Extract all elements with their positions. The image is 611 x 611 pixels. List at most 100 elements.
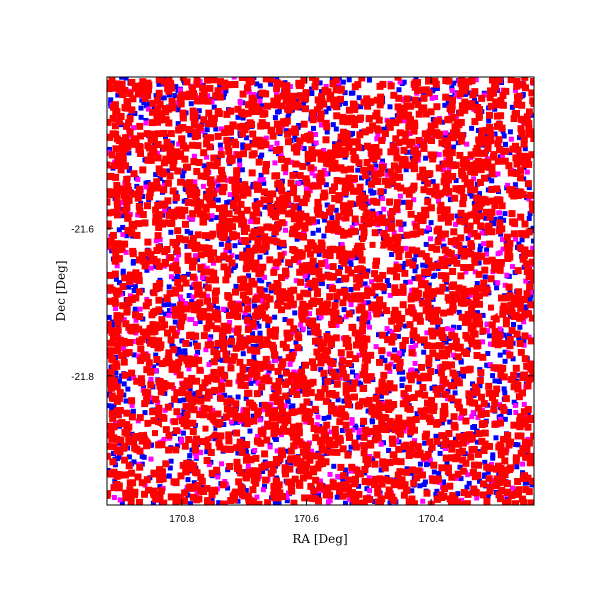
data-point xyxy=(317,239,325,247)
data-point xyxy=(204,449,210,455)
data-point xyxy=(346,351,354,359)
data-point xyxy=(259,246,266,254)
data-point xyxy=(228,337,235,345)
data-point xyxy=(197,172,205,180)
data-point xyxy=(474,281,480,286)
data-point xyxy=(359,384,367,392)
data-point xyxy=(292,160,300,168)
data-point xyxy=(494,157,502,165)
data-point xyxy=(206,374,214,382)
data-point xyxy=(434,317,442,325)
data-point xyxy=(165,119,173,127)
data-point xyxy=(237,381,245,389)
data-point xyxy=(131,352,137,358)
data-point xyxy=(203,167,211,175)
data-point xyxy=(328,407,335,415)
data-point xyxy=(506,332,512,338)
data-point xyxy=(191,480,197,486)
data-point xyxy=(513,78,521,85)
data-point xyxy=(265,323,271,328)
data-point xyxy=(523,278,529,284)
data-point xyxy=(187,132,193,138)
data-point xyxy=(141,490,148,498)
data-point xyxy=(298,322,304,328)
data-point xyxy=(438,327,446,335)
data-point xyxy=(215,305,221,311)
data-point xyxy=(411,165,419,173)
data-point xyxy=(241,296,249,303)
data-point xyxy=(215,439,223,447)
data-point xyxy=(178,439,184,445)
data-point xyxy=(402,130,410,138)
data-point xyxy=(169,104,177,112)
data-point xyxy=(304,132,312,140)
data-point xyxy=(152,395,160,403)
data-point xyxy=(107,118,112,126)
data-point xyxy=(296,181,302,186)
data-point xyxy=(207,268,215,276)
data-point xyxy=(290,403,296,409)
data-point xyxy=(131,135,139,143)
data-point xyxy=(502,349,508,355)
data-point xyxy=(148,182,156,190)
data-point xyxy=(460,489,468,497)
data-point xyxy=(414,411,420,417)
data-point xyxy=(161,259,169,267)
data-point xyxy=(424,257,432,265)
data-point xyxy=(219,215,227,223)
data-point xyxy=(217,78,224,86)
data-point xyxy=(243,407,250,415)
data-point xyxy=(492,378,498,384)
data-point xyxy=(339,113,347,121)
data-point xyxy=(204,297,211,305)
data-point xyxy=(374,136,380,142)
data-point xyxy=(145,81,153,89)
data-point xyxy=(453,436,458,442)
data-point xyxy=(485,382,493,390)
data-point xyxy=(170,346,178,354)
data-point xyxy=(227,497,235,504)
data-point xyxy=(239,366,247,374)
data-point xyxy=(160,129,168,137)
data-point xyxy=(520,250,528,258)
data-point xyxy=(260,487,266,493)
data-point xyxy=(231,77,237,80)
data-point xyxy=(454,213,460,219)
data-point xyxy=(285,259,293,267)
data-point xyxy=(136,185,143,193)
data-point xyxy=(152,495,160,503)
data-point xyxy=(107,320,112,328)
data-point xyxy=(436,152,442,158)
data-point xyxy=(257,98,263,104)
data-point xyxy=(316,492,322,498)
data-point xyxy=(464,298,472,306)
data-point xyxy=(307,311,312,317)
data-point xyxy=(169,342,175,348)
data-point xyxy=(311,267,319,275)
data-point xyxy=(183,422,191,430)
data-point xyxy=(413,342,419,348)
data-point xyxy=(248,94,256,102)
data-point xyxy=(145,106,151,112)
data-point xyxy=(380,371,388,379)
data-point xyxy=(305,272,311,277)
data-point xyxy=(410,394,418,401)
data-point xyxy=(360,145,366,150)
data-point xyxy=(207,322,215,330)
series-2 xyxy=(107,77,534,505)
data-point xyxy=(465,390,473,398)
data-point xyxy=(109,356,117,364)
data-point xyxy=(123,204,131,212)
data-point xyxy=(120,213,126,219)
data-point xyxy=(332,334,340,342)
data-point xyxy=(395,219,403,227)
data-point xyxy=(172,319,178,325)
data-point xyxy=(323,182,329,188)
data-point xyxy=(506,351,514,359)
data-point xyxy=(389,252,395,257)
data-point xyxy=(520,135,528,143)
data-point xyxy=(418,363,425,371)
data-point xyxy=(244,143,252,151)
data-point xyxy=(350,101,358,109)
data-point xyxy=(171,331,179,339)
